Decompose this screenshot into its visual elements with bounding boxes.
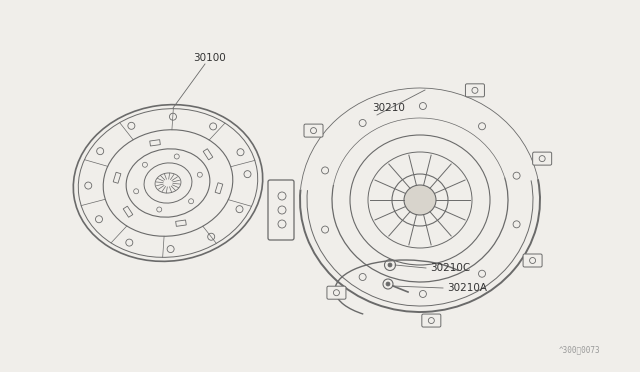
FancyBboxPatch shape [268,180,294,240]
Text: 30210C: 30210C [430,263,470,273]
Ellipse shape [300,88,540,312]
Text: 30100: 30100 [193,53,226,63]
FancyBboxPatch shape [422,314,441,327]
FancyBboxPatch shape [523,254,542,267]
Ellipse shape [404,185,436,215]
Text: 30210A: 30210A [447,283,487,293]
FancyBboxPatch shape [532,152,552,165]
FancyBboxPatch shape [304,124,323,137]
FancyBboxPatch shape [327,286,346,299]
Ellipse shape [74,105,262,262]
Circle shape [388,263,392,267]
Circle shape [386,282,390,286]
Text: 30210: 30210 [372,103,405,113]
FancyBboxPatch shape [465,84,484,97]
Text: ^300　0073: ^300 0073 [558,346,600,355]
